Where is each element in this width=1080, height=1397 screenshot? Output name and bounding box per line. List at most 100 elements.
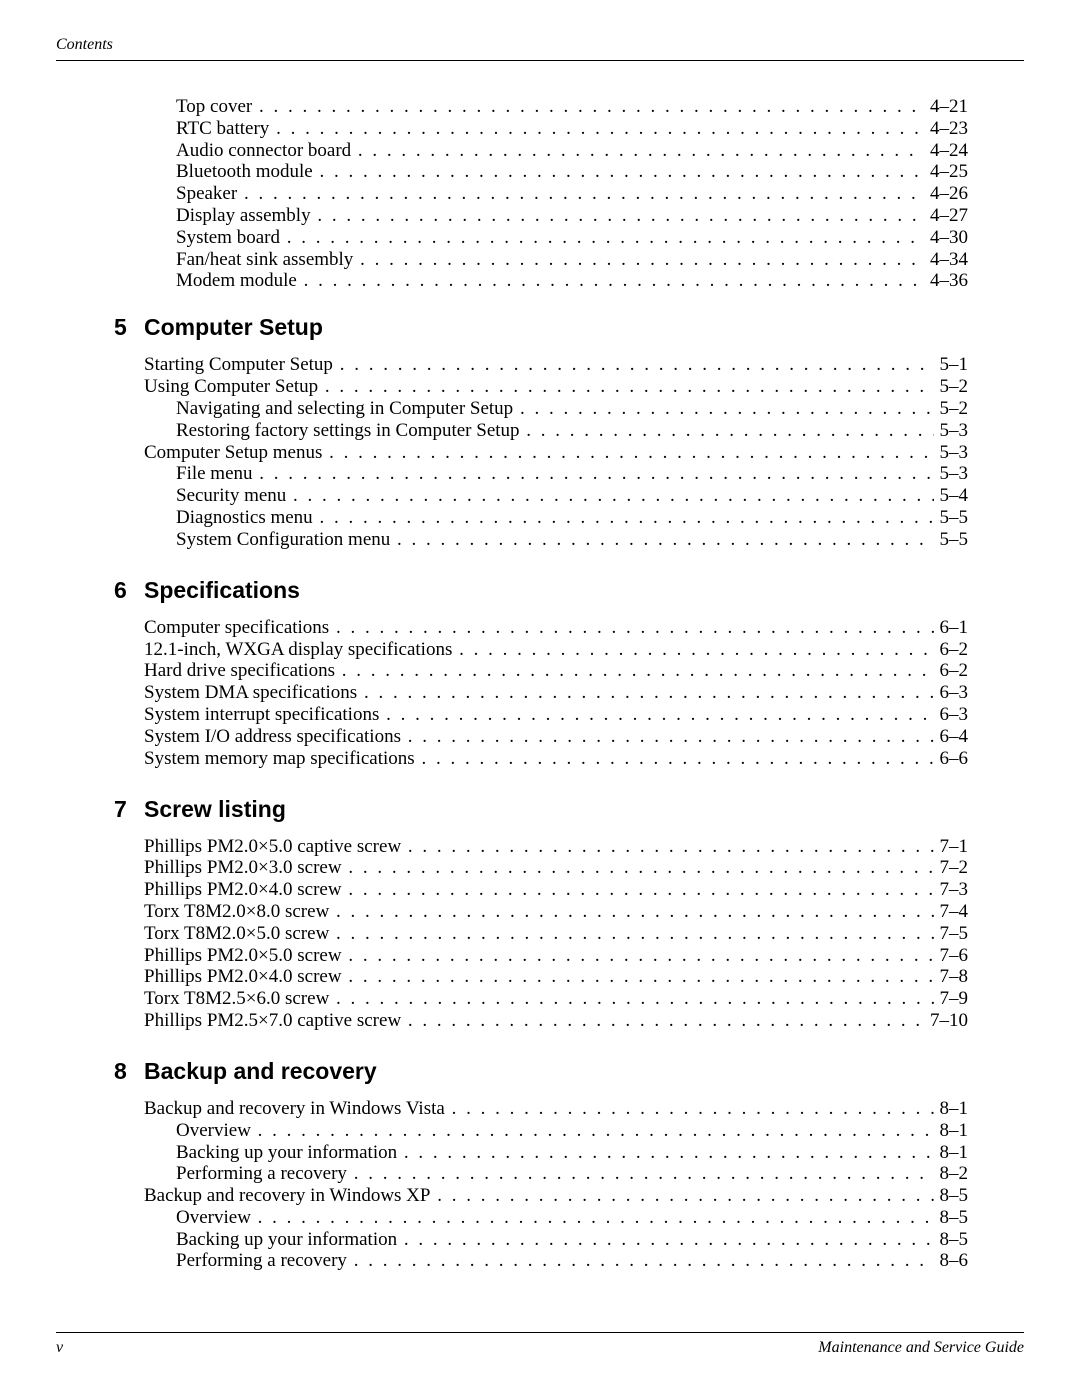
toc-entry-label: Phillips PM2.0×4.0 screw [144,880,346,899]
toc-entry-page: 8–5 [934,1230,969,1249]
toc-dot-leader: . . . . . . . . . . . . . . . . . . . . … [384,705,933,724]
toc-entry-label: Bluetooth module [176,162,317,181]
toc-dot-leader: . . . . . . . . . . . . . . . . . . . . … [435,1186,933,1205]
toc-entry[interactable]: Performing a recovery . . . . . . . . . … [144,1251,968,1270]
toc-entry[interactable]: File menu . . . . . . . . . . . . . . . … [144,464,968,483]
toc-entry[interactable]: Torx T8M2.0×5.0 screw . . . . . . . . . … [144,924,968,943]
toc-entry[interactable]: Computer specifications . . . . . . . . … [144,618,968,637]
toc-entry-label: Starting Computer Setup [144,355,338,374]
toc-entry[interactable]: System I/O address specifications . . . … [144,727,968,746]
toc-entry[interactable]: System memory map specifications . . . .… [144,749,968,768]
toc-entry[interactable]: RTC battery . . . . . . . . . . . . . . … [144,119,968,138]
section-heading[interactable]: 6Specifications [114,577,968,604]
toc-entry-label: Torx T8M2.5×6.0 screw [144,989,334,1008]
toc-entry[interactable]: Phillips PM2.0×4.0 screw . . . . . . . .… [144,880,968,899]
toc-entry[interactable]: Backing up your information . . . . . . … [144,1230,968,1249]
toc-entry[interactable]: Starting Computer Setup . . . . . . . . … [144,355,968,374]
header-label: Contents [56,36,113,54]
toc-dot-leader: . . . . . . . . . . . . . . . . . . . . … [317,508,933,527]
toc-entry-page: 8–2 [934,1164,969,1183]
toc-entry[interactable]: Modem module . . . . . . . . . . . . . .… [144,271,968,290]
toc-entry[interactable]: System DMA specifications . . . . . . . … [144,683,968,702]
toc-entry[interactable]: Top cover . . . . . . . . . . . . . . . … [144,97,968,116]
toc-entry[interactable]: Phillips PM2.0×3.0 screw . . . . . . . .… [144,858,968,877]
toc-entry[interactable]: Phillips PM2.0×4.0 screw . . . . . . . .… [144,967,968,986]
toc-entry[interactable]: Backing up your information . . . . . . … [144,1143,968,1162]
toc-entry[interactable]: Phillips PM2.0×5.0 captive screw . . . .… [144,837,968,856]
toc-entry-label: System memory map specifications [144,749,419,768]
toc-dot-leader: . . . . . . . . . . . . . . . . . . . . … [256,1208,934,1227]
toc-entry-page: 8–5 [934,1186,969,1205]
toc-entry[interactable]: Bluetooth module . . . . . . . . . . . .… [144,162,968,181]
toc-entry-label: Audio connector board [176,141,356,160]
toc-dot-leader: . . . . . . . . . . . . . . . . . . . . … [406,837,934,856]
toc-entry[interactable]: System board . . . . . . . . . . . . . .… [144,228,968,247]
toc-entry[interactable]: 12.1-inch, WXGA display specifications .… [144,640,968,659]
toc-entry[interactable]: Using Computer Setup . . . . . . . . . .… [144,377,968,396]
toc-entry-label: Phillips PM2.5×7.0 captive screw [144,1011,406,1030]
toc-dot-leader: . . . . . . . . . . . . . . . . . . . . … [285,228,924,247]
toc-entry-page: 8–1 [934,1121,969,1140]
section-heading[interactable]: 8Backup and recovery [114,1058,968,1085]
toc-entry-label: Backing up your information [176,1230,402,1249]
toc-entry[interactable]: Computer Setup menus . . . . . . . . . .… [144,443,968,462]
toc-entry-label: Overview [176,1208,256,1227]
section-title: Specifications [144,577,300,604]
toc-entry[interactable]: System interrupt specifications . . . . … [144,705,968,724]
toc-entry[interactable]: Speaker . . . . . . . . . . . . . . . . … [144,184,968,203]
toc-dot-leader: . . . . . . . . . . . . . . . . . . . . … [352,1251,934,1270]
toc-entry[interactable]: Restoring factory settings in Computer S… [144,421,968,440]
toc-dot-leader: . . . . . . . . . . . . . . . . . . . . … [346,967,933,986]
toc-entry-page: 8–5 [934,1208,969,1227]
toc-entry-label: Hard drive specifications [144,661,340,680]
page-header: Contents [56,36,1024,61]
toc-dot-leader: . . . . . . . . . . . . . . . . . . . . … [315,206,924,225]
toc-entry[interactable]: Navigating and selecting in Computer Set… [144,399,968,418]
toc-dot-leader: . . . . . . . . . . . . . . . . . . . . … [346,858,933,877]
toc-entry[interactable]: Backup and recovery in Windows Vista . .… [144,1099,968,1118]
toc-entry-label: Phillips PM2.0×3.0 screw [144,858,346,877]
toc-entry-label: Torx T8M2.0×5.0 screw [144,924,334,943]
toc-entry-label: Performing a recovery [176,1164,352,1183]
toc-dot-leader: . . . . . . . . . . . . . . . . . . . . … [457,640,933,659]
toc-entry[interactable]: Overview . . . . . . . . . . . . . . . .… [144,1121,968,1140]
toc-entry[interactable]: Phillips PM2.0×5.0 screw . . . . . . . .… [144,946,968,965]
section-number: 7 [114,796,144,823]
toc-dot-leader: . . . . . . . . . . . . . . . . . . . . … [358,250,924,269]
toc-entry[interactable]: Diagnostics menu . . . . . . . . . . . .… [144,508,968,527]
toc-entry[interactable]: Audio connector board . . . . . . . . . … [144,141,968,160]
toc-entry-label: System Configuration menu [176,530,395,549]
toc-entry-page: 6–4 [934,727,969,746]
toc-entry-page: 6–3 [934,683,969,702]
toc-entry-page: 7–4 [934,902,969,921]
footer-doc-title: Maintenance and Service Guide [818,1339,1024,1357]
toc-entry-page: 8–6 [934,1251,969,1270]
toc-entry[interactable]: Fan/heat sink assembly . . . . . . . . .… [144,250,968,269]
toc-dot-leader: . . . . . . . . . . . . . . . . . . . . … [334,924,933,943]
section-heading[interactable]: 5Computer Setup [114,314,968,341]
toc-dot-leader: . . . . . . . . . . . . . . . . . . . . … [450,1099,934,1118]
toc-dot-leader: . . . . . . . . . . . . . . . . . . . . … [327,443,933,462]
toc-entry[interactable]: Backup and recovery in Windows XP . . . … [144,1186,968,1205]
toc-entry[interactable]: Hard drive specifications . . . . . . . … [144,661,968,680]
toc-entry-page: 8–1 [934,1099,969,1118]
toc-entry-page: 5–4 [934,486,969,505]
toc-entry-label: Performing a recovery [176,1251,352,1270]
toc-entry-page: 4–23 [924,119,968,138]
toc-entry[interactable]: Display assembly . . . . . . . . . . . .… [144,206,968,225]
toc-section-block: Starting Computer Setup . . . . . . . . … [144,355,968,548]
toc-entry-page: 5–5 [934,530,969,549]
toc-entry[interactable]: System Configuration menu . . . . . . . … [144,530,968,549]
toc-entry[interactable]: Performing a recovery . . . . . . . . . … [144,1164,968,1183]
toc-entry[interactable]: Phillips PM2.5×7.0 captive screw . . . .… [144,1011,968,1030]
toc-dot-leader: . . . . . . . . . . . . . . . . . . . . … [338,355,934,374]
toc-dot-leader: . . . . . . . . . . . . . . . . . . . . … [257,464,933,483]
toc-entry[interactable]: Overview . . . . . . . . . . . . . . . .… [144,1208,968,1227]
toc-entry[interactable]: Torx T8M2.5×6.0 screw . . . . . . . . . … [144,989,968,1008]
toc-entry[interactable]: Security menu . . . . . . . . . . . . . … [144,486,968,505]
toc-entry-page: 4–24 [924,141,968,160]
toc-dot-leader: . . . . . . . . . . . . . . . . . . . . … [257,97,924,116]
section-heading[interactable]: 7Screw listing [114,796,968,823]
toc-entry[interactable]: Torx T8M2.0×8.0 screw . . . . . . . . . … [144,902,968,921]
toc-dot-leader: . . . . . . . . . . . . . . . . . . . . … [518,399,934,418]
